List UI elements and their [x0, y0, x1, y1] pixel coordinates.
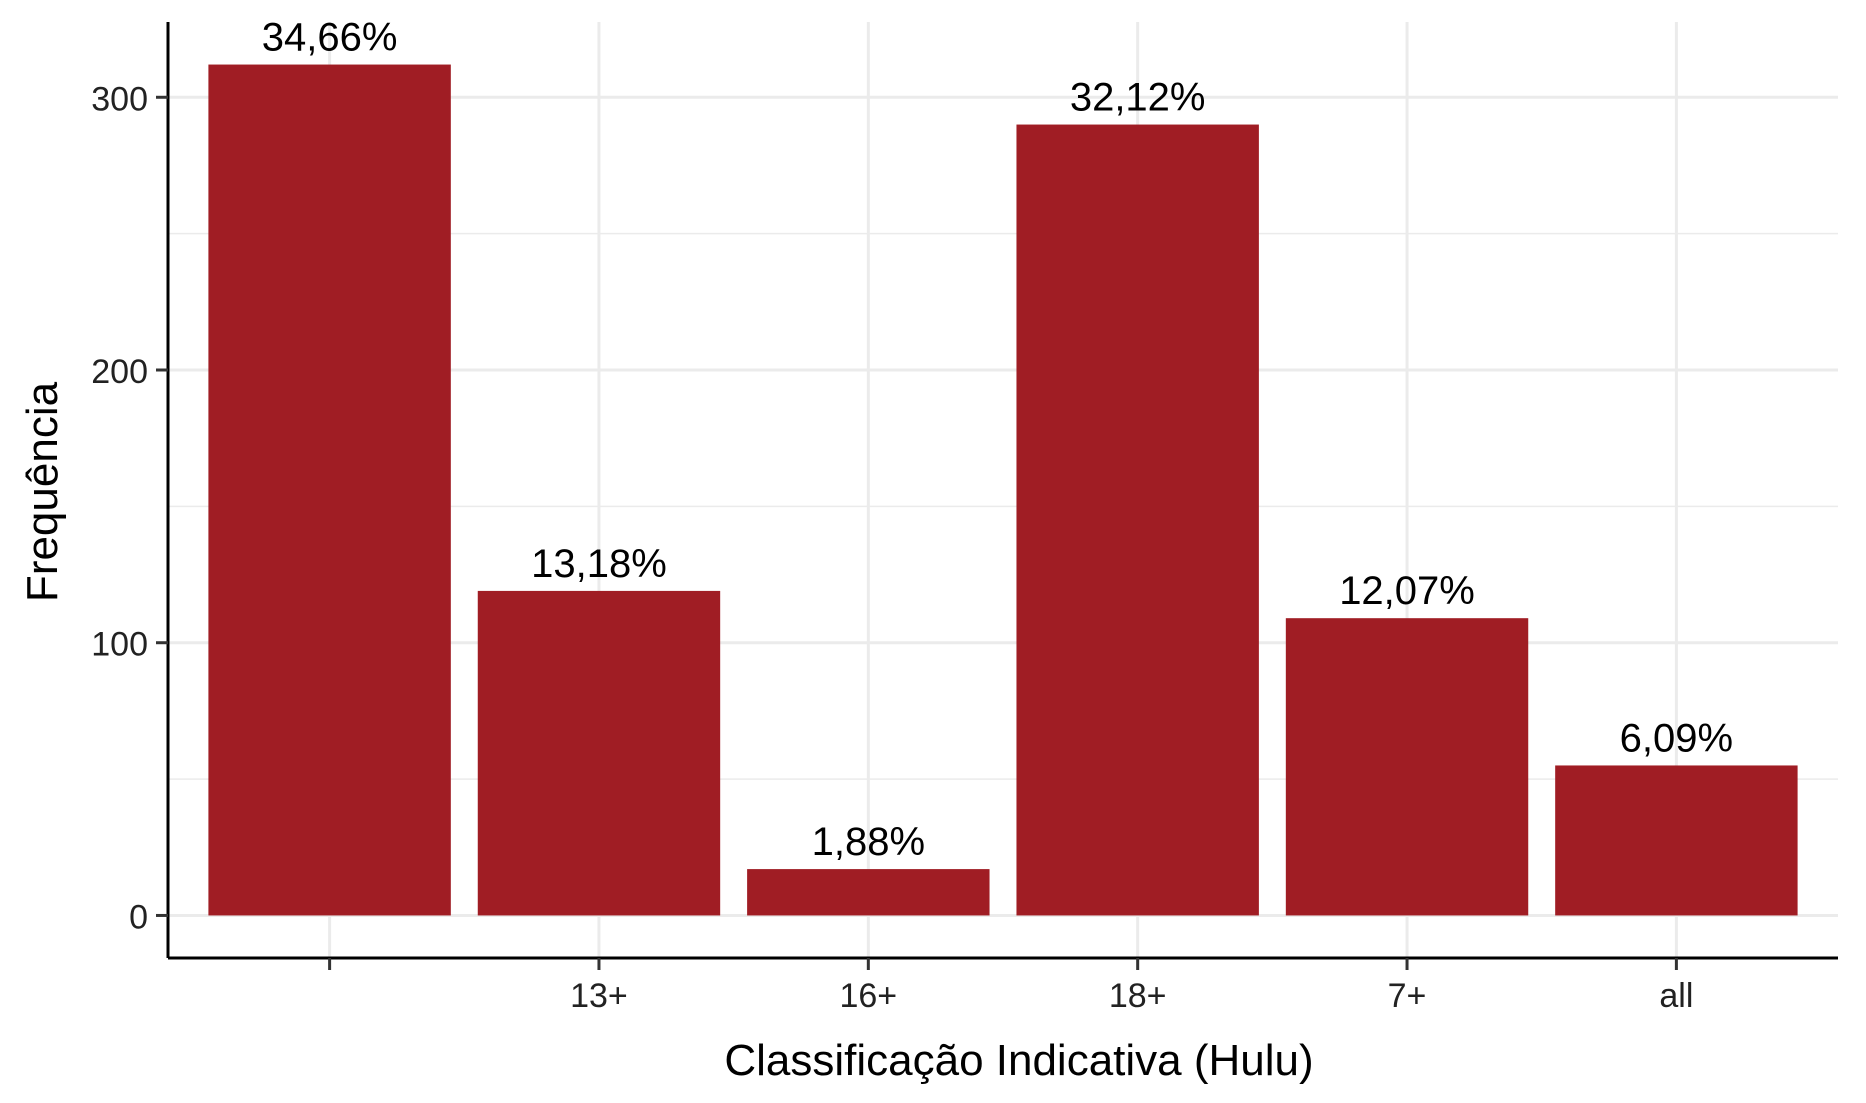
y-tick-label: 0 — [129, 898, 148, 936]
data-label: 6,09% — [1620, 716, 1733, 760]
data-label: 32,12% — [1070, 76, 1206, 120]
x-tick-label: 7+ — [1388, 977, 1427, 1015]
data-label: 34,66% — [262, 16, 398, 60]
bars — [208, 64, 1798, 916]
data-labels: 34,66% 13,18% 1,88% 32,12% 12,07% 6,09% — [262, 16, 1733, 865]
y-axis-title: Frequência — [18, 381, 67, 602]
y-tick-label: 200 — [91, 353, 148, 391]
x-tick-label: 16+ — [839, 977, 897, 1015]
axes — [166, 22, 1838, 960]
bar — [1285, 618, 1529, 916]
bar — [208, 64, 451, 916]
data-label: 12,07% — [1339, 569, 1475, 613]
y-tick-label: 300 — [91, 80, 148, 118]
bar — [747, 869, 990, 916]
y-tick-label: 100 — [91, 626, 148, 664]
bar — [477, 590, 721, 916]
bar — [1555, 765, 1798, 916]
x-tick-label: 18+ — [1109, 977, 1167, 1015]
x-axis-title: Classificação Indicativa (Hulu) — [724, 1036, 1313, 1085]
bar — [1016, 124, 1259, 916]
x-tick-label: 13+ — [570, 977, 628, 1015]
data-label: 1,88% — [812, 820, 925, 864]
data-label: 13,18% — [531, 542, 667, 586]
ticks: 0 100 200 300 13+ 16+ 18+ 7+ all — [91, 80, 1693, 1015]
x-tick-label: all — [1659, 977, 1693, 1015]
